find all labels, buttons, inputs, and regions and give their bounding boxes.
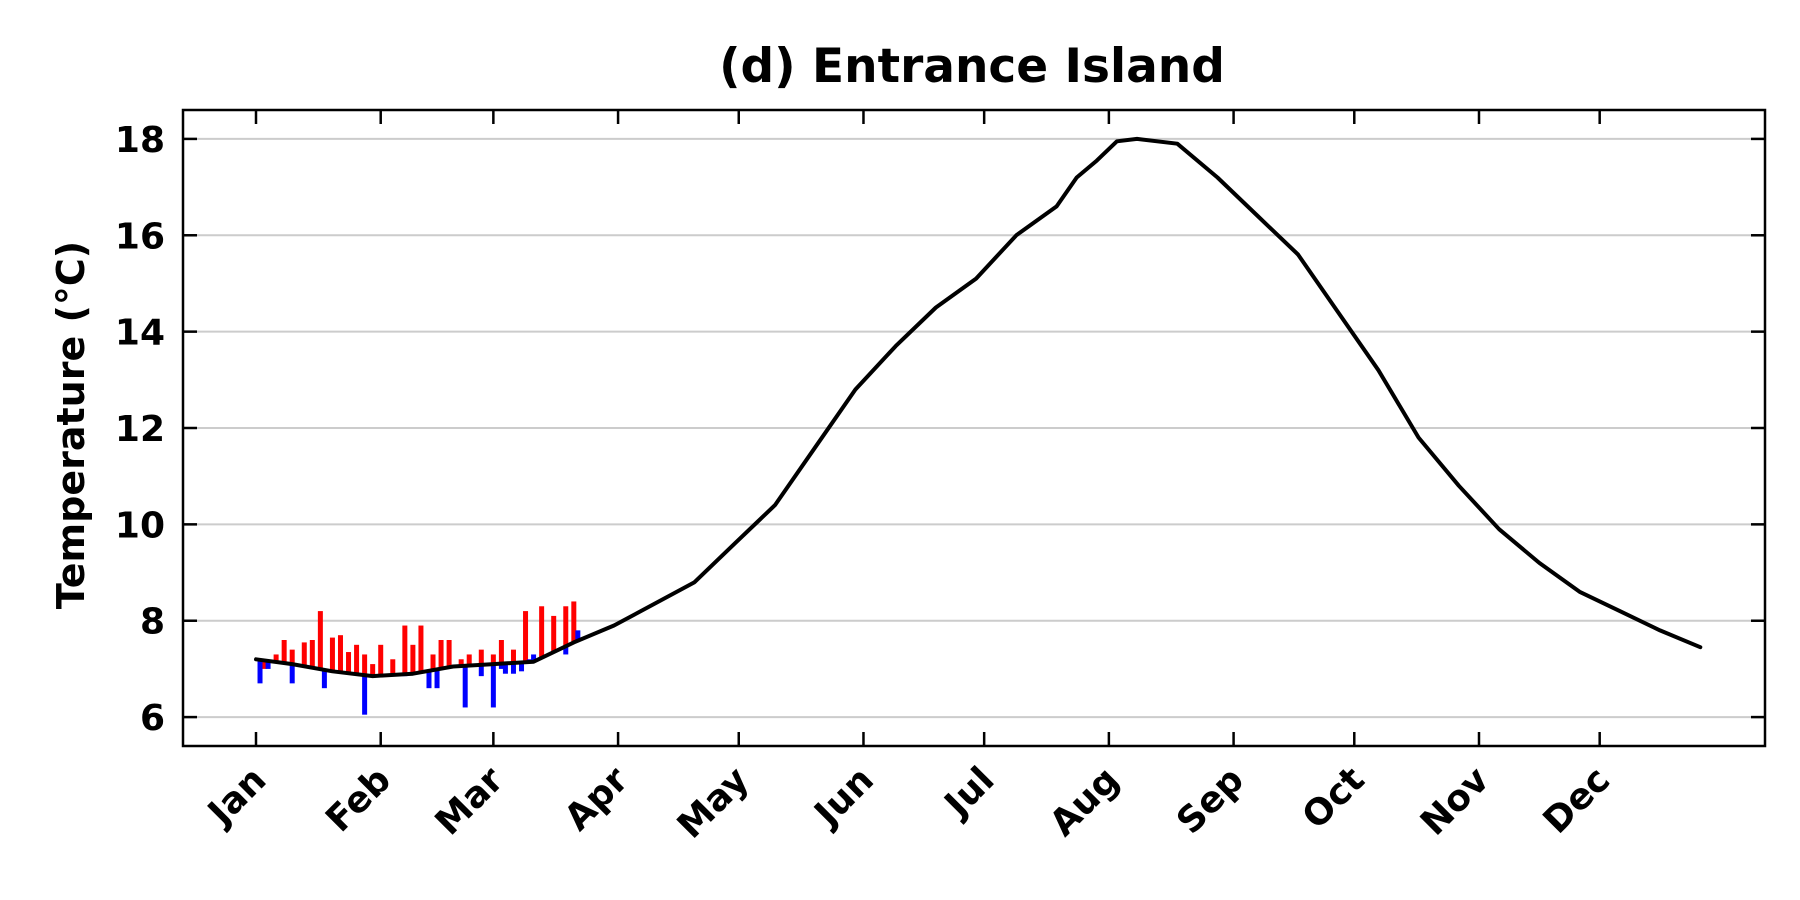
positive-anomaly-bar bbox=[261, 660, 267, 669]
positive-anomaly-bar bbox=[478, 649, 484, 665]
positive-anomaly-bar bbox=[273, 654, 279, 662]
positive-anomaly-bar bbox=[362, 654, 368, 676]
positive-anomaly-bar bbox=[317, 611, 323, 670]
negative-anomaly-bar bbox=[519, 662, 525, 672]
x-tick-label: May bbox=[670, 759, 757, 846]
positive-anomaly-bar bbox=[337, 635, 343, 673]
positive-anomaly-bar bbox=[430, 654, 436, 671]
y-axis-label: Temperature (°C) bbox=[49, 241, 93, 609]
plot-area: 6 8 10 12 14 16 18 Jan Feb Mar Apr May Jun Jul Aug Sep O… bbox=[115, 108, 1767, 847]
x-tick-label: Aug bbox=[1042, 759, 1127, 844]
chart-title: (d) Entrance Island bbox=[719, 39, 1225, 94]
x-tick-label: Dec bbox=[1536, 759, 1618, 841]
plot-frame bbox=[181, 108, 1767, 748]
negative-anomaly-bar bbox=[510, 662, 516, 674]
y-tick-label: 18 bbox=[115, 120, 165, 161]
x-tick-label: Nov bbox=[1413, 759, 1497, 843]
positive-anomaly-bar bbox=[378, 644, 384, 676]
y-tick-label: 12 bbox=[115, 409, 165, 450]
x-tick-label: Apr bbox=[557, 759, 637, 839]
x-tick-label: Jul bbox=[935, 759, 1002, 826]
negative-anomaly-bar bbox=[321, 669, 327, 689]
y-tick-label: 10 bbox=[115, 505, 165, 546]
negative-anomaly-bar bbox=[362, 675, 368, 715]
negative-anomaly-bar bbox=[478, 664, 484, 677]
positive-anomaly-bar bbox=[410, 644, 416, 674]
x-tick-label: Mar bbox=[428, 759, 512, 843]
positive-anomaly-bar bbox=[390, 659, 396, 675]
positive-anomaly-bar bbox=[309, 640, 315, 668]
x-tick-label: Sep bbox=[1169, 759, 1252, 842]
negative-anomaly-bar bbox=[502, 663, 508, 674]
negative-anomaly-bar bbox=[498, 663, 504, 669]
positive-anomaly-bar bbox=[466, 654, 472, 666]
negative-anomaly-bar bbox=[462, 665, 468, 708]
y-tick-label: 8 bbox=[140, 602, 165, 643]
negative-anomaly-bar bbox=[426, 670, 432, 689]
positive-anomaly-bar bbox=[438, 640, 444, 669]
positive-anomaly-bar bbox=[458, 659, 464, 667]
positive-anomaly-bar bbox=[301, 642, 307, 667]
negative-anomaly-bar bbox=[563, 646, 569, 655]
positive-anomaly-bar bbox=[354, 644, 360, 675]
positive-anomaly-bar bbox=[563, 606, 569, 647]
negative-anomaly-bar bbox=[575, 630, 581, 641]
positive-anomaly-bar bbox=[329, 637, 335, 672]
positive-anomaly-bar bbox=[551, 615, 557, 653]
negative-anomaly-bar bbox=[531, 654, 537, 662]
positive-anomaly-bar bbox=[510, 649, 516, 663]
negative-anomaly-bar bbox=[490, 664, 496, 708]
positive-anomaly-bar bbox=[370, 664, 376, 677]
positive-anomaly-bar bbox=[289, 649, 295, 665]
negative-anomaly-bar bbox=[265, 660, 271, 669]
positive-anomaly-bar bbox=[418, 625, 424, 673]
y-tick-label: 6 bbox=[140, 698, 165, 739]
positive-anomaly-bar bbox=[446, 640, 452, 668]
positive-anomaly-bar bbox=[539, 606, 545, 658]
x-tick-label: Oct bbox=[1295, 759, 1373, 837]
climatology-line bbox=[254, 136, 1703, 679]
negative-anomaly-bar bbox=[434, 669, 440, 689]
positive-anomaly-bar bbox=[498, 640, 504, 664]
x-tick-label: Jun bbox=[805, 759, 882, 836]
negative-anomaly-bar bbox=[289, 664, 295, 684]
positive-anomaly-bar bbox=[523, 611, 529, 663]
positive-anomaly-bar bbox=[490, 654, 496, 665]
x-tick-label: Jan bbox=[198, 759, 274, 835]
positive-anomaly-bar bbox=[571, 601, 577, 643]
negative-anomaly-bar bbox=[257, 659, 263, 684]
positive-anomaly-bar bbox=[346, 652, 352, 674]
y-tick-label: 16 bbox=[115, 216, 165, 257]
x-tick-label: Feb bbox=[318, 759, 399, 840]
positive-anomaly-bar bbox=[281, 640, 287, 664]
positive-anomaly-bar bbox=[402, 625, 408, 675]
y-tick-label: 14 bbox=[115, 313, 165, 354]
